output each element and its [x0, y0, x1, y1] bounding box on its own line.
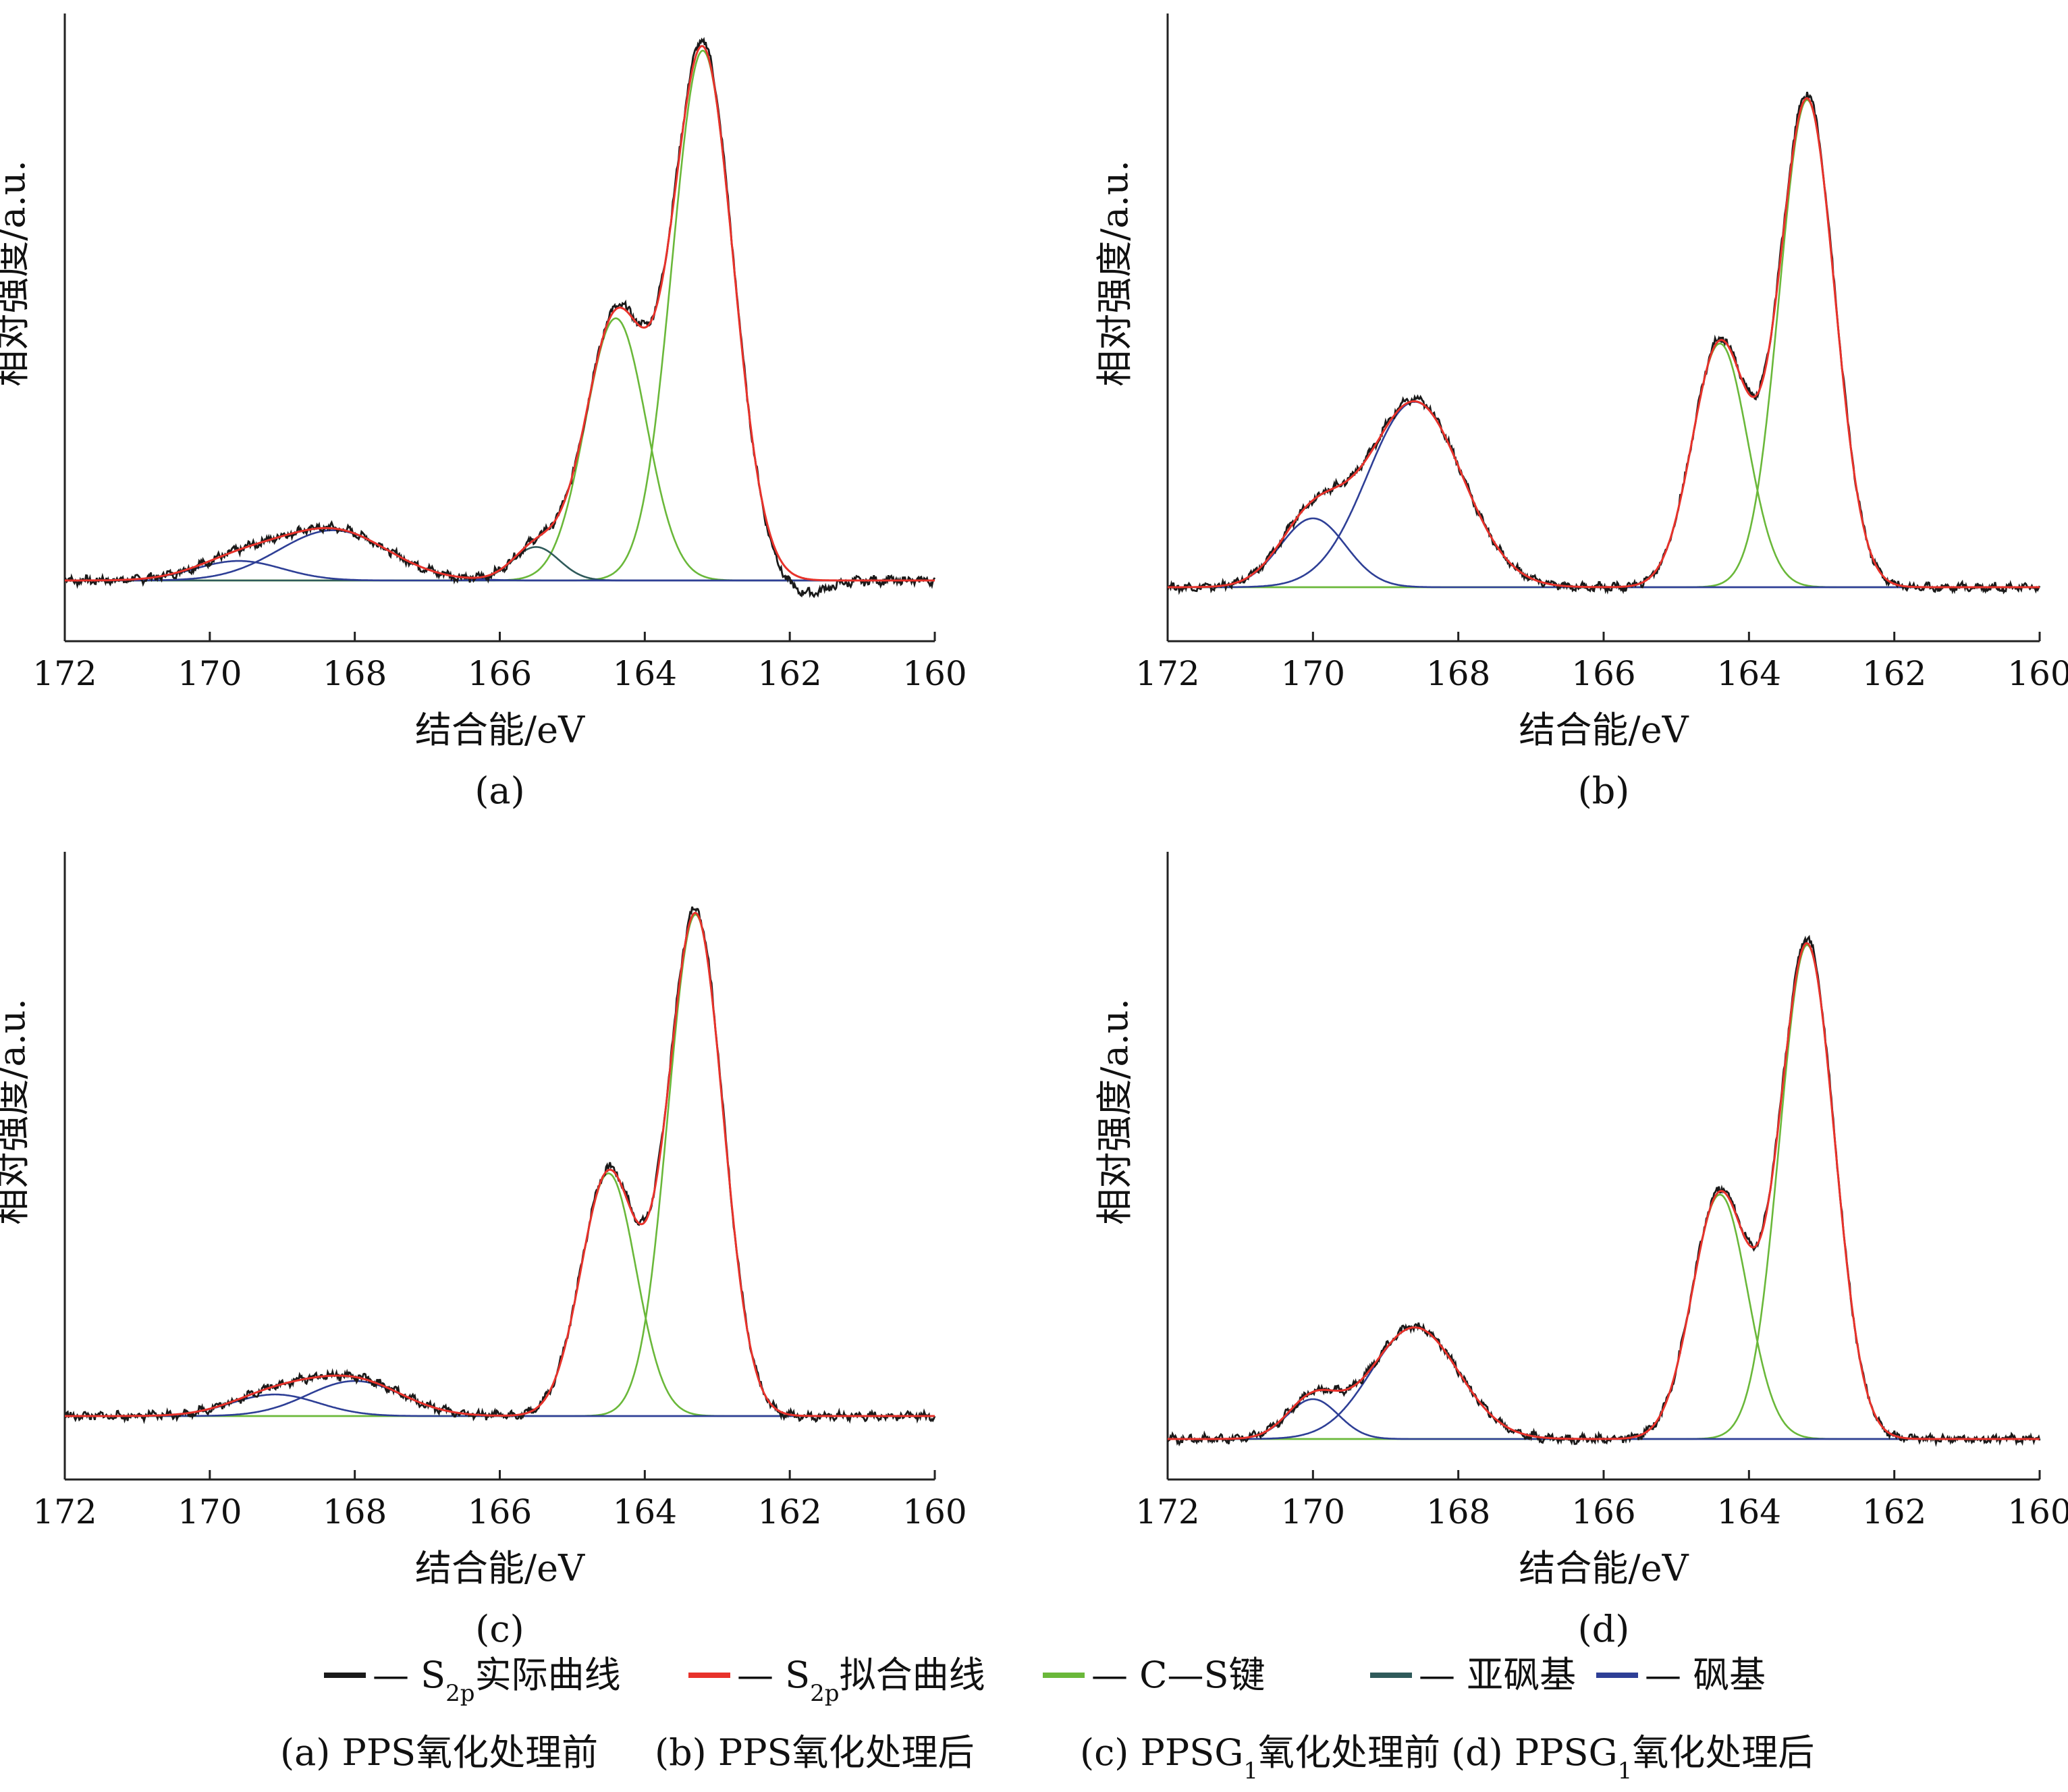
legend-item-sulfoxide: — 亚砜基 [1370, 1654, 1576, 1696]
panel-caption: (b) [1578, 769, 1630, 812]
y-axis-title: 相对强度/a.u. [1093, 998, 1136, 1225]
cs_bond-component-line [65, 49, 935, 582]
legend-label: — S2p实际曲线 [373, 1654, 621, 1707]
measured-curve [64, 906, 936, 1425]
x-tick-label: 164 [613, 1492, 677, 1531]
x-tick-label: 164 [613, 654, 677, 693]
y-axis-title: 相对强度/a.u. [0, 160, 33, 387]
figure-captions: (a) PPS氧化处理前 (b) PPS氧化处理后 (c) PPSG1氧化处理前 (d… [280, 1731, 1814, 1785]
legend-label: — S2p拟合曲线 [737, 1654, 985, 1707]
panel-caption: (a) [474, 769, 524, 812]
x-tick-label: 168 [1426, 1492, 1490, 1531]
caption-0: (a) PPS氧化处理前 [280, 1731, 598, 1774]
fit-curve [65, 911, 935, 1417]
x-axis-title: 结合能/eV [1519, 1547, 1689, 1590]
x-tick-label: 166 [1571, 654, 1635, 693]
panel-c: 172 170 168 166 164 162 160 结合能/eV 相对强度/a.u. (c) [0, 852, 967, 1650]
cs_bond-component-line [1168, 342, 2040, 589]
cs_bond-component-line [65, 317, 935, 582]
x-tick-label: 170 [1281, 654, 1345, 693]
x-tick-label: 172 [32, 654, 97, 693]
cs_bond-component-line [65, 1172, 935, 1417]
x-tick-label: 160 [2007, 1492, 2068, 1531]
x-tick-label: 168 [1426, 654, 1490, 693]
x-tick-label: 170 [178, 654, 242, 693]
legend-label: — C—S键 [1091, 1654, 1265, 1696]
caption-3: (d) PPSG1氧化处理后 [1451, 1731, 1814, 1785]
x-tick-label: 160 [902, 654, 967, 693]
sulfone-component-line [65, 1380, 935, 1417]
sulfone-component-line [1168, 1326, 2040, 1440]
x-tick-label: 166 [468, 1492, 532, 1531]
legend-item-cs_bond: — C—S键 [1043, 1654, 1265, 1696]
x-tick-label: 166 [468, 654, 532, 693]
x-tick-label: 168 [323, 1492, 387, 1531]
panel-d: 172 170 168 166 164 162 160 结合能/eV 相对强度/a.u. (d) [1093, 852, 2068, 1650]
x-tick-label: 172 [32, 1492, 97, 1531]
x-tick-label: 160 [2007, 654, 2068, 693]
y-axis-title: 相对强度/a.u. [1093, 160, 1136, 387]
legend-item-fit: — S2p拟合曲线 [688, 1654, 985, 1707]
cs_bond-component-line [65, 913, 935, 1417]
x-tick-label: 168 [323, 654, 387, 693]
panel-a: 172 170 168 166 164 162 160 结合能/eV 相对强度/a.u. (a) [0, 13, 967, 812]
y-axis-title: 相对强度/a.u. [0, 998, 33, 1225]
x-tick-label: 162 [757, 1492, 821, 1531]
measured-curve [63, 36, 936, 599]
legend-item-sulfone: — 砜基 [1596, 1654, 1766, 1696]
legend-item-measured: — S2p实际曲线 [324, 1654, 621, 1707]
panel-caption: (d) [1578, 1608, 1630, 1650]
sulfone-component-line [1168, 517, 2040, 589]
x-tick-label: 164 [1717, 1492, 1781, 1531]
x-tick-label: 162 [757, 654, 821, 693]
caption-2: (c) PPSG1氧化处理前 [1080, 1731, 1440, 1785]
sulfone-component-line [65, 529, 935, 582]
x-axis-title: 结合能/eV [415, 1547, 585, 1590]
x-tick-label: 160 [902, 1492, 967, 1531]
legend-label: — 亚砜基 [1419, 1654, 1576, 1696]
x-tick-label: 170 [1281, 1492, 1345, 1531]
panel-caption: (c) [475, 1608, 524, 1650]
cs_bond-component-line [1168, 944, 2040, 1440]
x-tick-label: 164 [1717, 654, 1781, 693]
sulfone-component-line [1168, 400, 2040, 589]
sulfoxide-component-line [65, 546, 935, 582]
legend-label: — 砜基 [1645, 1654, 1766, 1696]
fit-curve [1168, 942, 2040, 1440]
x-tick-label: 170 [178, 1492, 242, 1531]
x-tick-label: 162 [1862, 654, 1926, 693]
x-tick-label: 172 [1135, 1492, 1199, 1531]
fit-curve [65, 45, 935, 582]
x-tick-label: 162 [1862, 1492, 1926, 1531]
panel-b: 172 170 168 166 164 162 160 结合能/eV 相对强度/a.u. (b) [1093, 13, 2068, 812]
x-axis-title: 结合能/eV [415, 709, 585, 751]
measured-curve [1166, 935, 2041, 1447]
x-tick-label: 172 [1135, 654, 1199, 693]
x-tick-label: 166 [1571, 1492, 1635, 1531]
legend: — S2p实际曲线 — S2p拟合曲线 — C—S键 — 亚砜基 — 砜基 [324, 1654, 1766, 1707]
caption-1: (b) PPS氧化处理后 [655, 1731, 975, 1774]
x-axis-title: 结合能/eV [1519, 709, 1689, 751]
fit-curve [1168, 97, 2040, 589]
